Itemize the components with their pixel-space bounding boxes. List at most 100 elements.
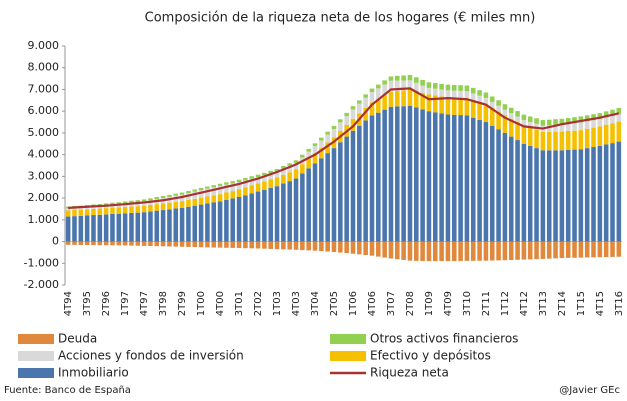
bar: [268, 170, 273, 174]
bar: [300, 164, 305, 174]
bar: [489, 101, 495, 109]
bar: [350, 241, 356, 254]
bar: [591, 147, 596, 242]
bar: [382, 109, 387, 242]
bar: [154, 241, 160, 247]
bar: [281, 183, 286, 242]
bar: [110, 213, 115, 242]
bar: [578, 149, 584, 242]
bar: [293, 241, 299, 250]
bar: [496, 129, 501, 242]
bar: [281, 174, 286, 184]
bar: [515, 111, 520, 117]
legend-label: Otros activos financieros: [370, 332, 518, 346]
legend-swatch: [330, 351, 366, 361]
bar: [572, 241, 577, 258]
bar: [179, 241, 185, 247]
bar: [198, 187, 204, 191]
bar: [268, 173, 273, 180]
bar: [546, 241, 552, 259]
bar: [546, 150, 552, 242]
bar: [91, 208, 96, 216]
bar: [432, 112, 438, 242]
bar: [395, 80, 400, 92]
bar: [432, 88, 438, 96]
bar: [363, 97, 368, 108]
bar: [584, 115, 590, 122]
bar: [268, 187, 273, 242]
x-tick-label: 2T96: [101, 291, 112, 316]
bar: [211, 185, 217, 188]
bar: [78, 241, 84, 245]
bar: [470, 93, 476, 101]
bar: [477, 119, 482, 242]
bar: [262, 181, 267, 190]
bar: [72, 209, 77, 217]
bar: [470, 87, 476, 94]
bar: [249, 176, 255, 179]
bar: [255, 183, 261, 192]
bar: [205, 241, 210, 248]
bar: [230, 191, 236, 199]
bar: [591, 120, 596, 128]
bar: [591, 241, 596, 258]
bar: [540, 120, 546, 126]
bar: [192, 189, 198, 192]
bar: [72, 241, 77, 245]
bar: [357, 103, 362, 114]
bar: [414, 91, 419, 108]
bar: [344, 116, 349, 126]
bar: [401, 241, 406, 260]
bar: [553, 125, 558, 132]
x-tick-label: 3T10: [462, 291, 473, 316]
bar: [312, 163, 318, 242]
bar: [420, 85, 425, 93]
bar: [129, 212, 134, 242]
bar: [154, 210, 160, 242]
bar: [319, 241, 324, 252]
bar: [610, 241, 615, 257]
bar: [262, 175, 267, 182]
bar: [521, 120, 527, 126]
bar: [274, 186, 280, 242]
bar: [559, 241, 565, 259]
bar: [338, 142, 343, 242]
x-tick-label: 2T14: [557, 291, 568, 316]
bar: [116, 207, 122, 214]
bar: [477, 102, 482, 120]
bar: [527, 241, 533, 260]
bar: [103, 203, 109, 206]
bar: [363, 241, 368, 256]
bar: [186, 191, 191, 194]
bar: [395, 91, 400, 107]
bar: [591, 127, 596, 148]
bar: [312, 153, 318, 164]
bar: [458, 97, 463, 116]
bar: [198, 241, 204, 248]
bar: [603, 111, 609, 118]
bar: [325, 153, 330, 242]
bar: [281, 241, 286, 250]
bar: [179, 201, 185, 208]
bar: [97, 241, 103, 246]
bar: [553, 131, 558, 151]
bar: [610, 109, 615, 116]
bar: [84, 241, 90, 246]
bar: [597, 113, 603, 120]
bar: [527, 116, 533, 122]
bar: [325, 131, 330, 135]
bar: [230, 181, 236, 184]
x-tick-label: 3T13: [538, 291, 549, 316]
bar: [338, 241, 343, 253]
bar: [97, 208, 103, 215]
bar: [388, 92, 394, 107]
bar: [167, 209, 172, 242]
bar: [363, 94, 368, 98]
bar: [141, 241, 147, 246]
bar: [141, 212, 147, 242]
bar: [426, 82, 432, 88]
bar: [376, 88, 381, 100]
bar: [135, 206, 141, 213]
bar: [439, 241, 444, 262]
bar: [401, 75, 406, 81]
